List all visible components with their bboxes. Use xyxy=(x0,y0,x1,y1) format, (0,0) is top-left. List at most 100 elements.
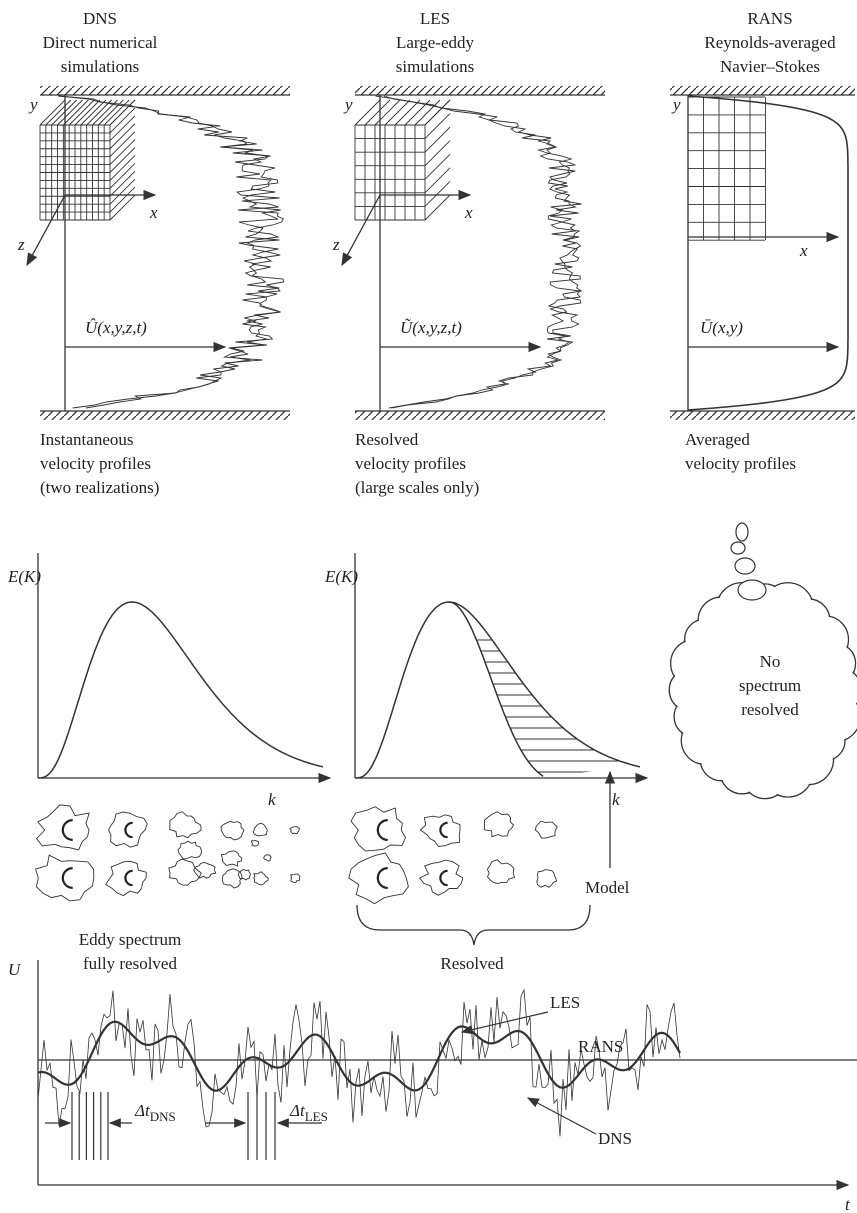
velocity-profile xyxy=(58,96,281,408)
eddy xyxy=(251,841,258,847)
caption: (large scales only) xyxy=(355,478,479,497)
col-subtitle: Reynolds-averaged xyxy=(704,33,836,52)
line xyxy=(110,163,135,188)
col-subtitle: simulations xyxy=(396,57,474,76)
eddy xyxy=(484,812,513,837)
line xyxy=(110,108,135,133)
axis-label: k xyxy=(268,790,276,809)
eddy-core xyxy=(63,820,73,840)
line xyxy=(355,100,380,125)
spectrum-curve xyxy=(38,602,323,778)
line xyxy=(110,124,135,149)
wall xyxy=(40,411,290,420)
velocity-label: Ū(x,y) xyxy=(700,318,743,337)
eddy xyxy=(254,872,269,885)
line xyxy=(110,195,135,220)
cloud-text: spectrum xyxy=(739,676,801,695)
eddy-core xyxy=(125,871,132,885)
line xyxy=(425,100,450,125)
eddy-core xyxy=(440,871,447,885)
caption: Averaged xyxy=(685,430,750,449)
dt-base: Δt xyxy=(289,1101,306,1120)
brace xyxy=(357,905,590,945)
eddy xyxy=(487,860,514,884)
velocity-profile xyxy=(384,96,580,408)
line xyxy=(365,100,390,125)
line xyxy=(385,100,410,125)
wall xyxy=(670,86,855,95)
col-subtitle: simulations xyxy=(61,57,139,76)
col-subtitle: Navier–Stokes xyxy=(720,57,820,76)
axis-label: t xyxy=(845,1195,851,1213)
eddy-core xyxy=(125,823,132,837)
eddy xyxy=(264,855,271,861)
line xyxy=(110,148,135,173)
eddy xyxy=(535,821,557,838)
axis-label: x xyxy=(149,203,158,222)
axis-label: x xyxy=(799,241,808,260)
line xyxy=(110,132,135,157)
line xyxy=(425,154,450,179)
eddy xyxy=(109,812,148,847)
line xyxy=(425,181,450,206)
hatching xyxy=(450,640,650,772)
axis-label: E(K) xyxy=(7,567,41,586)
eddy-core xyxy=(378,868,388,888)
headings: DNS Direct numerical simulations LES Lar… xyxy=(43,9,836,76)
caption: velocity profiles xyxy=(355,454,466,473)
mean-profile xyxy=(688,96,848,410)
bubble xyxy=(735,558,755,574)
caption: Resolved xyxy=(440,954,504,973)
dt-sub: LES xyxy=(305,1109,328,1124)
eddy xyxy=(36,855,94,901)
drawing: No spectrum resolved xyxy=(27,95,857,1185)
line xyxy=(110,116,135,141)
caption: (two realizations) xyxy=(40,478,159,497)
axis-label: E(K) xyxy=(324,567,358,586)
eddy-core xyxy=(440,823,447,837)
axis-label: z xyxy=(332,235,340,254)
dt-label: ΔtLES xyxy=(289,1101,328,1124)
line xyxy=(375,100,400,125)
eddy xyxy=(253,823,267,836)
cloud-text: No xyxy=(760,652,781,671)
line xyxy=(110,140,135,165)
wall xyxy=(355,86,605,95)
wall xyxy=(40,86,290,95)
dt-sub: DNS xyxy=(150,1109,176,1124)
bubble xyxy=(731,542,745,554)
line xyxy=(110,187,135,212)
eddy xyxy=(221,821,244,840)
line xyxy=(425,168,450,193)
model-label: Model xyxy=(585,878,630,897)
line xyxy=(110,155,135,180)
top-labels: y x z Û(x,y,z,t) y x z Ũ(x,y,z,t) y x Ū(… xyxy=(17,95,808,497)
axis-label: y xyxy=(343,95,353,114)
axis-label: y xyxy=(671,95,681,114)
velocity-label: Ũ(x,y,z,t) xyxy=(400,318,462,337)
series-label: LES xyxy=(550,993,580,1012)
bubble xyxy=(738,580,766,600)
line xyxy=(425,127,450,152)
eddy xyxy=(169,859,201,885)
eddy-core xyxy=(63,868,73,888)
cloud-text: resolved xyxy=(741,700,799,719)
col-title: LES xyxy=(420,9,450,28)
axis-label: x xyxy=(464,203,473,222)
eddy xyxy=(290,827,300,834)
line xyxy=(395,100,420,125)
diagram: DNS Direct numerical simulations LES Lar… xyxy=(0,0,857,1213)
axis-label: U xyxy=(8,960,22,979)
eddy-core xyxy=(378,820,388,840)
col-title: DNS xyxy=(83,9,117,28)
walls xyxy=(40,86,855,420)
line xyxy=(110,171,135,196)
series-label: RANS xyxy=(578,1037,623,1056)
line xyxy=(425,114,450,139)
eddy xyxy=(222,869,242,888)
bubble xyxy=(736,523,748,541)
wall xyxy=(670,411,855,420)
velocity-label: Û(x,y,z,t) xyxy=(85,318,147,337)
series-label: DNS xyxy=(598,1129,632,1148)
caption: fully resolved xyxy=(83,954,177,973)
